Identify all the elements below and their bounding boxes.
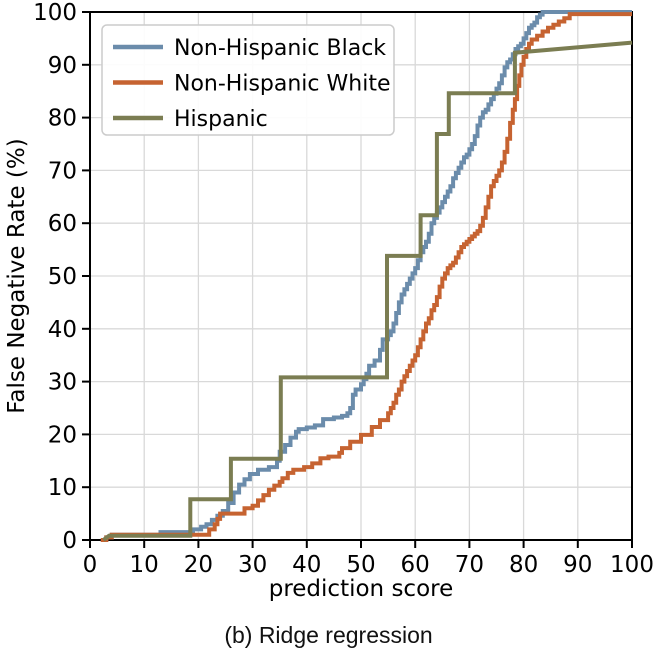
- series-layer: [100, 10, 633, 542]
- y-tick-label: 0: [62, 528, 77, 554]
- fnr-vs-prediction-score-chart: 0 10 20 30 40 50 60 70 80 90 100 0 10 20 30 40 50 60 70 80 9…: [4, 0, 654, 602]
- y-tick-label: 30: [48, 370, 77, 396]
- x-tick-label: 60: [401, 552, 430, 578]
- x-tick-label: 90: [563, 552, 592, 578]
- x-tick-label: 0: [83, 552, 98, 578]
- x-tick-label: 80: [509, 552, 538, 578]
- y-tick-label: 100: [33, 0, 77, 26]
- legend-label: Non-Hispanic Black: [174, 36, 386, 61]
- y-tick-label: 70: [48, 158, 77, 184]
- legend-box: [101, 24, 395, 136]
- x-tick-label: 50: [346, 552, 375, 578]
- legend-label: Hispanic: [174, 107, 268, 132]
- x-tick-label: 30: [238, 552, 267, 578]
- y-tick-label: 40: [48, 317, 77, 343]
- tick-layer: 0 10 20 30 40 50 60 70 80 90 100 0 10 20 30 40 50 60 70 80 9…: [33, 0, 654, 578]
- legend-label: Non-Hispanic White: [174, 72, 390, 97]
- x-tick-label: 70: [455, 552, 484, 578]
- y-tick-label: 50: [48, 264, 77, 290]
- y-tick-label: 20: [48, 422, 77, 448]
- series-line-non-hispanic-black: [100, 10, 632, 542]
- x-tick-label: 20: [184, 552, 213, 578]
- x-tick-label: 100: [610, 552, 654, 578]
- y-tick-label: 10: [48, 475, 77, 501]
- y-tick-label: 80: [48, 106, 77, 132]
- x-tick-label: 10: [130, 552, 159, 578]
- legend: Non-Hispanic Black Non-Hispanic White Hisp…: [101, 24, 395, 136]
- x-tick-label: 40: [292, 552, 321, 578]
- y-axis-label: False Negative Rate (%): [4, 138, 30, 413]
- series-line-hispanic: [102, 40, 633, 542]
- x-axis-label: prediction score: [269, 576, 454, 602]
- series-line-non-hispanic-white: [100, 12, 632, 542]
- y-tick-label: 90: [48, 53, 77, 79]
- y-tick-label: 60: [48, 211, 77, 237]
- figure-caption: (b) Ridge regression: [224, 622, 433, 648]
